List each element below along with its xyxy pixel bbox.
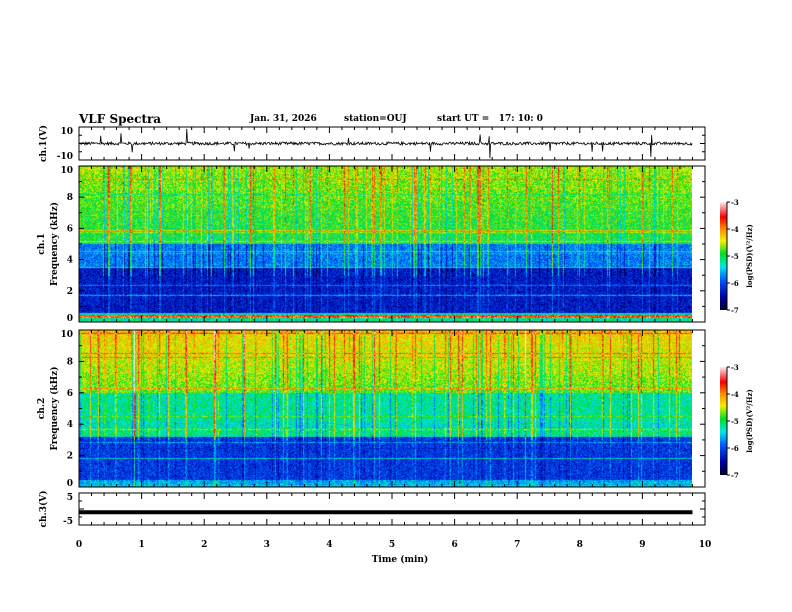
colorbar-tick-label: -7 bbox=[731, 471, 739, 480]
station-label: station=OUJ bbox=[344, 114, 407, 124]
x-tick-label: 7 bbox=[514, 540, 520, 550]
x-tick-label: 0 bbox=[76, 540, 82, 550]
ylabel-channel: ch.2 bbox=[37, 398, 47, 419]
x-tick-label: 4 bbox=[326, 540, 332, 550]
date-label: Jan. 31, 2026 bbox=[250, 114, 317, 124]
x-tick-label: 5 bbox=[389, 540, 395, 550]
ch1-waveform-line bbox=[78, 128, 693, 159]
colorbar-tick-label: -6 bbox=[731, 279, 739, 288]
y-tick-label: 10 bbox=[60, 166, 73, 176]
colorbar bbox=[720, 202, 727, 310]
y-tick-label: 0 bbox=[67, 314, 73, 324]
y-tick-label: 5 bbox=[67, 493, 73, 503]
ch2-spectrogram-image bbox=[79, 330, 692, 487]
colorbar-tick-label: -4 bbox=[731, 225, 739, 234]
y-tick-label: 10 bbox=[60, 127, 73, 137]
ylabel-frequency: Frequency (kHz) bbox=[49, 202, 60, 286]
y-tick-label: 6 bbox=[67, 389, 73, 399]
x-axis-label: Time (min) bbox=[372, 554, 429, 565]
y-tick-label: 2 bbox=[67, 287, 73, 297]
colorbar bbox=[720, 367, 727, 475]
y-tick-label: 6 bbox=[67, 224, 73, 234]
x-tick-label: 10 bbox=[699, 540, 712, 550]
y-tick-label: 0 bbox=[67, 479, 73, 489]
x-tick-label: 1 bbox=[138, 540, 144, 550]
x-tick-label: 9 bbox=[639, 540, 645, 550]
y-tick-label: -10 bbox=[57, 152, 73, 162]
colorbar-label: log(PSD)(V²/Hz) bbox=[745, 389, 754, 453]
y-tick-label: -5 bbox=[63, 517, 73, 527]
y-tick-label: 2 bbox=[67, 452, 73, 462]
colorbar-tick-label: -3 bbox=[731, 198, 739, 207]
colorbar-tick-label: -6 bbox=[731, 444, 739, 453]
y-tick-label: 8 bbox=[67, 357, 73, 367]
colorbar-tick-label: -3 bbox=[731, 363, 739, 372]
colorbar-tick-label: -5 bbox=[731, 252, 739, 261]
colorbar-label: log(PSD)(V²/Hz) bbox=[745, 224, 754, 288]
x-tick-label: 2 bbox=[201, 540, 207, 550]
y-tick-label: 10 bbox=[60, 330, 73, 340]
colorbar-tick-label: -7 bbox=[731, 306, 739, 315]
ylabel-ch1-waveform: ch.1(V) bbox=[38, 125, 49, 162]
plot-title: VLF Spectra bbox=[79, 112, 162, 126]
y-tick-label: 4 bbox=[67, 420, 73, 430]
ylabel-frequency: Frequency (kHz) bbox=[49, 366, 60, 450]
colorbar-tick-label: -5 bbox=[731, 417, 739, 426]
x-tick-label: 3 bbox=[264, 540, 270, 550]
y-tick-label: 8 bbox=[67, 193, 73, 203]
start-time-label: start UT = 17: 10: 0 bbox=[437, 114, 543, 124]
colorbar-tick-label: -4 bbox=[731, 390, 739, 399]
y-tick-label: 4 bbox=[67, 256, 73, 266]
x-tick-label: 8 bbox=[577, 540, 583, 550]
ch1-spectrogram-image bbox=[79, 166, 692, 322]
x-tick-label: 6 bbox=[451, 540, 457, 550]
ylabel-channel: ch.1 bbox=[37, 233, 47, 254]
ylabel-ch3-waveform: ch.3(V) bbox=[38, 491, 49, 528]
